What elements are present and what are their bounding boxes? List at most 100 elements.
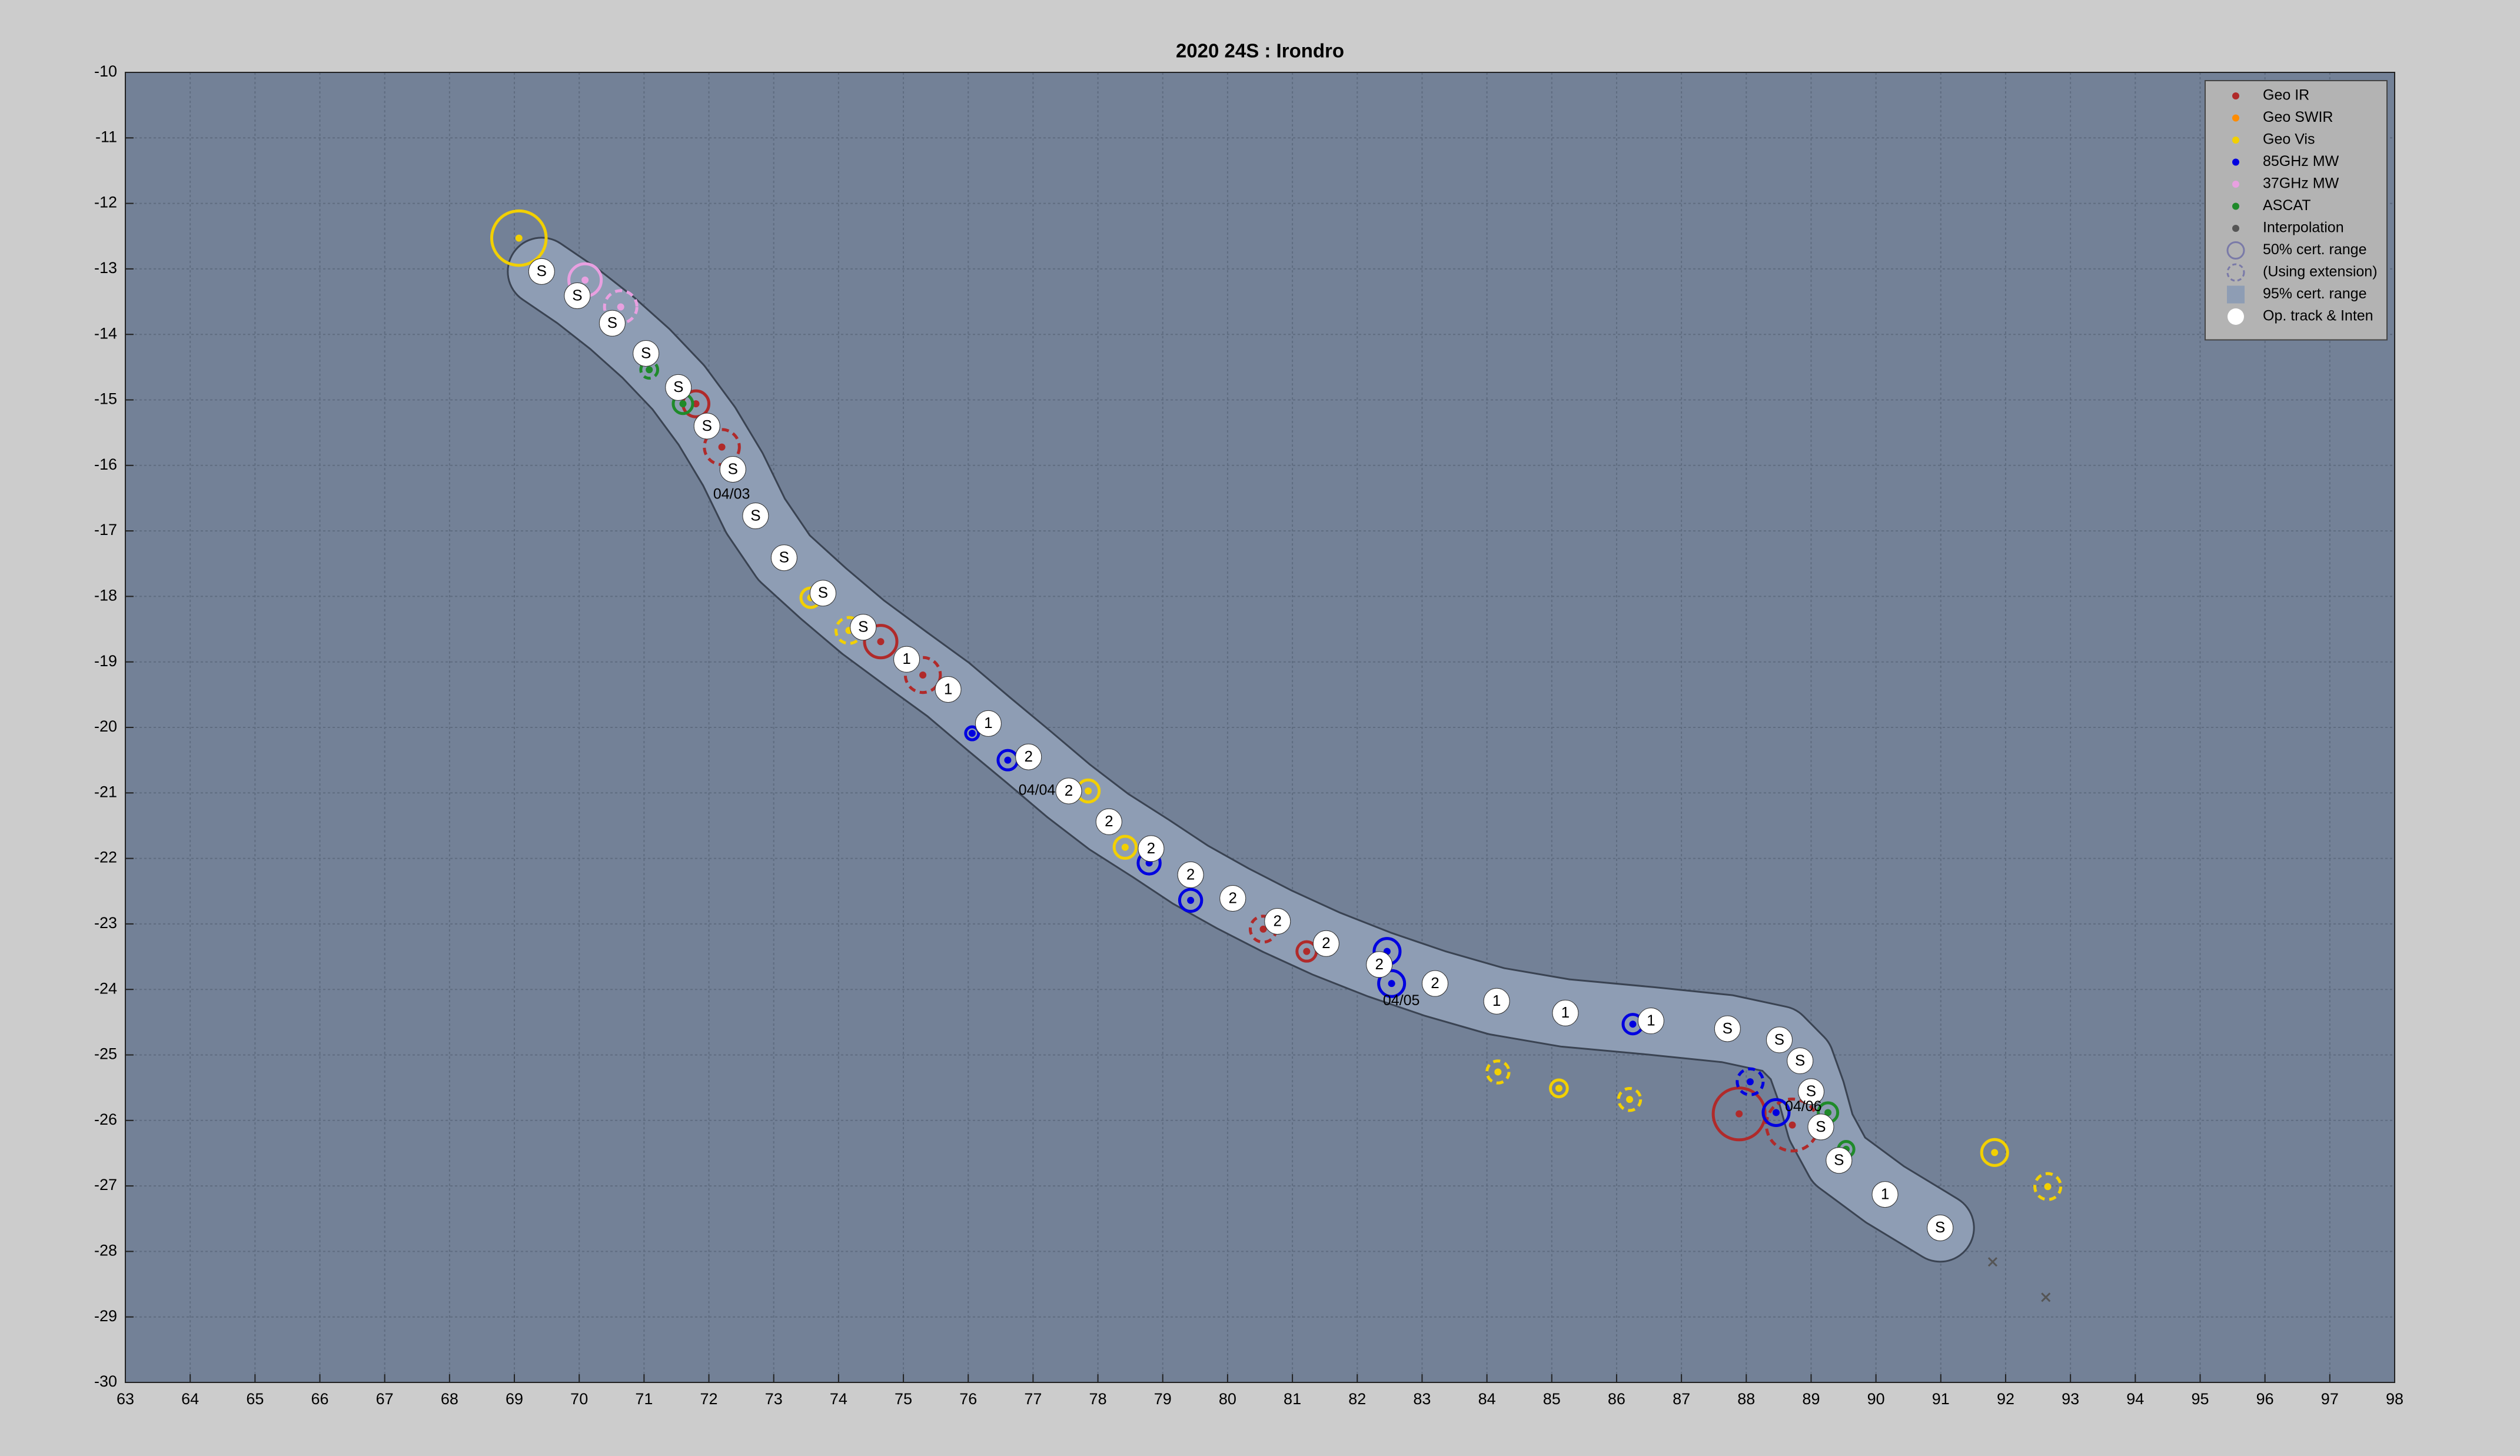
track-point [1483,988,1510,1015]
x-tick-label: 92 [1997,1390,2014,1408]
y-tick-label: -10 [94,62,117,80]
x-tick-label: 64 [181,1390,199,1408]
fix-point [877,638,885,646]
legend-symbol [2232,158,2239,166]
x-tick-label: 65 [246,1390,264,1408]
certainty-ring [1377,969,1407,998]
track-point [975,710,1002,737]
legend-label: 50% cert. range [2263,241,2367,258]
fix-point [1004,756,1012,764]
y-tick-label: -12 [94,194,117,211]
x-tick-label: 91 [1932,1390,1950,1408]
track-point [1421,970,1448,997]
certainty-ring [903,656,942,694]
legend-label: Op. track & Inten [2263,308,2373,324]
date-label: 04/04 [1019,782,1056,799]
x-tick-label: 63 [117,1390,134,1408]
certainty-ring [1485,1059,1511,1085]
x-tick-label: 72 [700,1390,718,1408]
track-point [599,310,626,337]
certainty-ring [1711,1086,1767,1142]
intensity-label: S [572,286,582,304]
x-tick-label: 71 [635,1390,653,1408]
intensity-label: 1 [1561,1003,1570,1021]
y-tick-label: -20 [94,717,117,735]
intensity-label: S [537,262,547,280]
intensity-label: S [779,549,789,566]
fix-point [1629,1020,1637,1028]
track-point [1927,1214,1954,1241]
y-tick-label: -22 [94,849,117,866]
track-point [1264,907,1291,935]
date-label: 04/03 [713,486,750,502]
x-tick-label: 68 [441,1390,458,1408]
interpolation-point [1987,1257,1998,1267]
fix-point [1187,896,1195,904]
track-point [1015,743,1042,770]
intensity-label: S [1806,1082,1816,1100]
track-point [633,340,660,367]
x-tick-label: 82 [1348,1390,1366,1408]
y-tick-label: -29 [94,1307,117,1325]
interpolation-point [2041,1292,2051,1302]
x-tick-label: 89 [1802,1390,1820,1408]
intensity-label: S [1935,1218,1945,1236]
certainty-ring [1617,1086,1643,1112]
fix-point [1085,787,1092,795]
y-tick-label: -25 [94,1045,117,1063]
x-tick-label: 84 [1478,1390,1496,1408]
x-tick-label: 86 [1608,1390,1625,1408]
y-tick-label: -15 [94,390,117,408]
fix-point [1121,843,1129,851]
legend-label: ASCAT [2263,197,2311,214]
track-point [1826,1147,1853,1174]
track-point [1807,1113,1834,1141]
y-tick-label: -26 [94,1111,117,1128]
track-point [1797,1078,1824,1105]
intensity-label: S [1774,1030,1784,1048]
certainty-ring [2033,1172,2063,1201]
track-point [809,580,836,607]
fix-point [1772,1109,1780,1116]
track-point [1871,1181,1899,1208]
intensity-label: 2 [1065,782,1073,799]
y-tick-label: -27 [94,1176,117,1194]
x-tick-label: 98 [2386,1390,2403,1408]
track-point [1055,777,1082,805]
x-tick-label: 66 [311,1390,328,1408]
x-tick-label: 83 [1413,1390,1431,1408]
x-tick-label: 67 [376,1390,394,1408]
legend-symbol [2232,225,2239,232]
fix-point [919,671,927,679]
track-point [770,544,797,571]
y-tick-label: -28 [94,1242,117,1259]
intensity-label: 2 [1024,747,1032,765]
x-tick-label: 93 [2062,1390,2079,1408]
fix-point [1788,1121,1796,1129]
legend-symbol [2232,137,2239,144]
fix-point [1625,1096,1633,1103]
intensity-label: 2 [1186,865,1195,883]
x-tick-label: 70 [570,1390,588,1408]
x-tick-label: 69 [506,1390,523,1408]
x-tick-label: 74 [830,1390,847,1408]
fix-point [1388,980,1395,988]
intensity-label: S [641,344,651,361]
x-tick-label: 94 [2126,1390,2144,1408]
track-point [850,614,877,641]
certainty-ring [1549,1078,1569,1099]
legend-symbol [2226,241,2245,260]
track-point [1552,999,1579,1026]
intensity-label: S [728,460,738,477]
plot-frame [125,72,2395,1383]
x-tick-label: 90 [1867,1390,1885,1408]
intensity-label: S [1795,1051,1805,1069]
certainty-ring [863,624,899,660]
x-tick-label: 95 [2191,1390,2209,1408]
legend-symbol [2232,181,2239,188]
intensity-label: S [1816,1118,1826,1135]
certainty-ring [1761,1098,1791,1127]
track-point [719,456,746,483]
